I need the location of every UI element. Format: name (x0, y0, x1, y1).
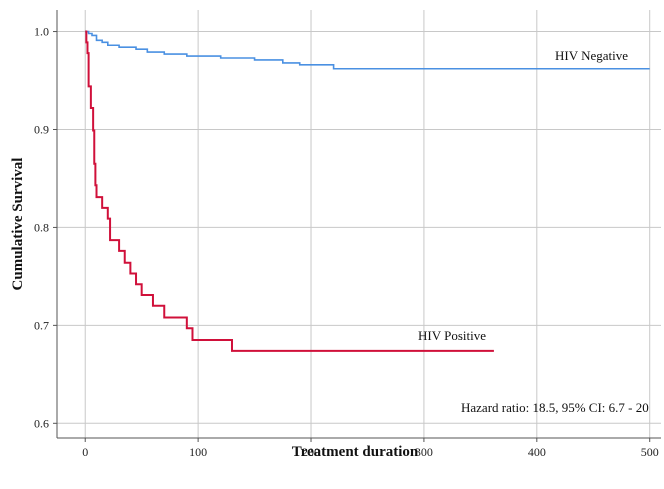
x-tick-label: 400 (528, 445, 546, 459)
grid-layer (57, 10, 661, 438)
y-tick-label: 0.6 (34, 416, 49, 430)
x-tick-label: 200 (302, 445, 320, 459)
axis-layer (53, 10, 661, 442)
x-tick-label: 300 (415, 445, 433, 459)
y-tick-label: 0.7 (34, 318, 49, 332)
series-label-hiv-negative: HIV Negative (555, 48, 628, 63)
x-tick-label: 100 (189, 445, 207, 459)
hazard-ratio-annotation: Hazard ratio: 18.5, 95% CI: 6.7 - 20 (461, 400, 649, 415)
y-tick-label: 1.0 (34, 25, 49, 39)
series-line-hiv-negative (85, 30, 650, 70)
y-axis-title: Cumulative Survival (10, 158, 26, 291)
x-tick-label: 500 (641, 445, 659, 459)
x-tick-label: 0 (82, 445, 88, 459)
y-tick-label: 0.8 (34, 220, 49, 234)
y-tick-label: 0.9 (34, 122, 49, 136)
x-axis-title: Treatment duration (292, 444, 419, 460)
label-layer: 0 100 200 300 400 500 0.6 0.7 0.8 0.9 1.0 HIV Negat… (34, 25, 659, 459)
series-line-hiv-positive (85, 30, 494, 352)
series-label-hiv-positive: HIV Positive (418, 328, 486, 343)
series-layer (85, 30, 650, 352)
